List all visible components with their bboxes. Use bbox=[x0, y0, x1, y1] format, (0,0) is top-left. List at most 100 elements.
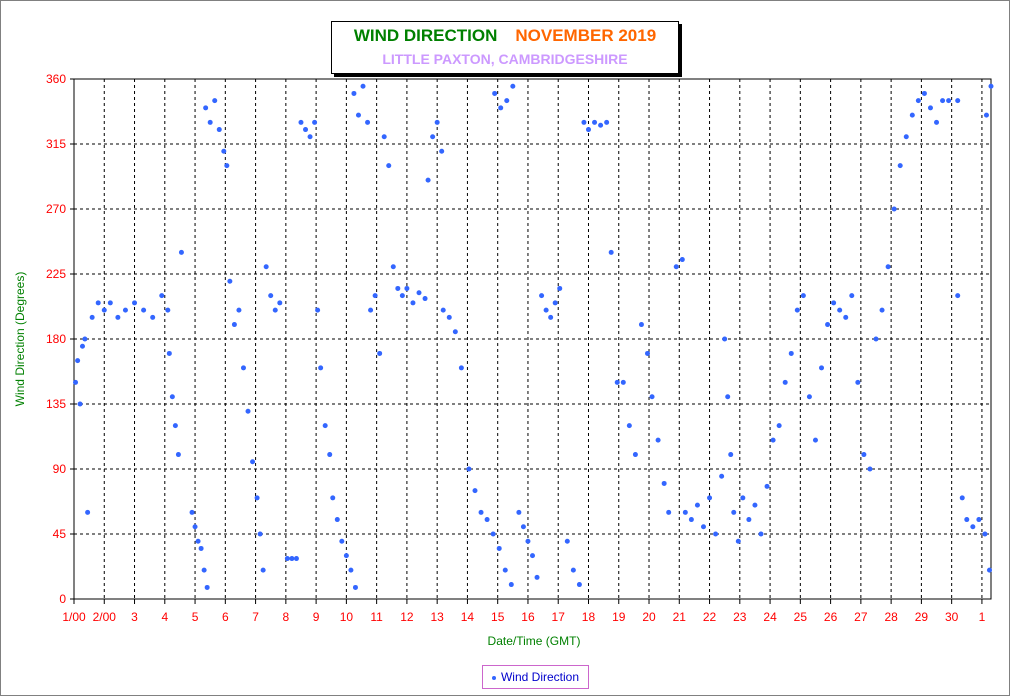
data-point bbox=[250, 459, 256, 465]
data-point bbox=[557, 285, 563, 291]
chart-title: WIND DIRECTION NOVEMBER 2019 bbox=[332, 26, 678, 46]
x-tick-label: 20 bbox=[642, 610, 656, 624]
data-point bbox=[510, 83, 516, 89]
data-point bbox=[201, 567, 207, 573]
scatter-points bbox=[73, 83, 994, 590]
data-point bbox=[189, 509, 195, 515]
legend-label: Wind Direction bbox=[500, 670, 580, 684]
data-point bbox=[365, 119, 371, 125]
data-point bbox=[897, 163, 903, 169]
data-point bbox=[585, 127, 591, 133]
data-point bbox=[788, 350, 794, 356]
data-point bbox=[339, 538, 345, 544]
x-tick-label: 28 bbox=[884, 610, 898, 624]
y-tick-label: 135 bbox=[46, 397, 66, 411]
data-point bbox=[322, 423, 328, 429]
data-point bbox=[655, 437, 661, 443]
x-tick-label: 15 bbox=[491, 610, 505, 624]
data-point bbox=[552, 300, 558, 306]
data-point bbox=[318, 365, 324, 371]
x-tick-label: 16 bbox=[521, 610, 535, 624]
data-point bbox=[399, 293, 405, 299]
y-tick-label: 0 bbox=[59, 592, 66, 606]
data-point bbox=[327, 452, 333, 458]
data-point bbox=[581, 119, 587, 125]
data-point bbox=[115, 314, 121, 320]
data-point bbox=[806, 394, 812, 400]
data-point bbox=[728, 452, 734, 458]
data-point bbox=[849, 293, 855, 299]
data-point bbox=[204, 584, 210, 590]
data-point bbox=[141, 307, 147, 313]
data-point bbox=[221, 148, 227, 154]
data-point bbox=[891, 206, 897, 212]
data-point bbox=[257, 531, 263, 537]
data-point bbox=[298, 119, 304, 125]
data-point bbox=[85, 509, 91, 515]
data-point bbox=[812, 437, 818, 443]
data-point bbox=[608, 249, 614, 255]
x-tick-label: 18 bbox=[582, 610, 596, 624]
data-point bbox=[352, 584, 358, 590]
data-point bbox=[735, 538, 741, 544]
data-point bbox=[416, 290, 422, 296]
data-point bbox=[425, 177, 431, 183]
data-point bbox=[404, 285, 410, 291]
x-axis-title: Date/Time (GMT) bbox=[488, 634, 581, 648]
data-point bbox=[955, 293, 961, 299]
x-tick-label: 13 bbox=[430, 610, 444, 624]
data-point bbox=[422, 296, 428, 302]
data-point bbox=[982, 531, 988, 537]
data-point bbox=[673, 264, 679, 270]
data-point bbox=[351, 90, 357, 96]
data-point bbox=[434, 119, 440, 125]
data-point bbox=[203, 105, 209, 111]
data-point bbox=[360, 83, 366, 89]
data-point bbox=[638, 322, 644, 328]
data-point bbox=[175, 452, 181, 458]
data-point bbox=[959, 495, 965, 501]
data-point bbox=[688, 517, 694, 523]
data-point bbox=[903, 134, 909, 140]
data-point bbox=[440, 307, 446, 313]
data-point bbox=[740, 495, 746, 501]
data-point bbox=[694, 502, 700, 508]
data-point bbox=[315, 307, 321, 313]
data-point bbox=[861, 452, 867, 458]
data-point bbox=[159, 293, 165, 299]
data-point bbox=[82, 336, 88, 342]
data-point bbox=[576, 582, 582, 588]
data-point bbox=[843, 314, 849, 320]
data-point bbox=[312, 119, 318, 125]
data-point bbox=[661, 480, 667, 486]
data-point bbox=[231, 322, 237, 328]
data-point bbox=[395, 285, 401, 291]
data-point bbox=[75, 358, 81, 364]
data-point bbox=[725, 394, 731, 400]
data-point bbox=[381, 134, 387, 140]
data-point bbox=[955, 98, 961, 104]
data-point bbox=[498, 105, 504, 111]
data-point bbox=[867, 466, 873, 472]
legend-marker bbox=[491, 675, 496, 680]
data-point bbox=[277, 300, 283, 306]
data-point bbox=[496, 545, 502, 551]
y-tick-label: 225 bbox=[46, 267, 66, 281]
data-point bbox=[722, 336, 728, 342]
y-axis-title: Wind Direction (Degrees) bbox=[13, 272, 27, 407]
data-point bbox=[169, 394, 175, 400]
data-point bbox=[776, 423, 782, 429]
data-point bbox=[195, 538, 201, 544]
data-point bbox=[855, 379, 861, 385]
data-point bbox=[289, 556, 295, 562]
data-point bbox=[490, 531, 496, 537]
data-point bbox=[446, 314, 452, 320]
data-point bbox=[970, 524, 976, 530]
data-point bbox=[632, 452, 638, 458]
data-point bbox=[150, 314, 156, 320]
x-tick-label: 3 bbox=[131, 610, 138, 624]
x-tick-label: 1 bbox=[979, 610, 986, 624]
data-point bbox=[430, 134, 436, 140]
data-point bbox=[986, 567, 992, 573]
